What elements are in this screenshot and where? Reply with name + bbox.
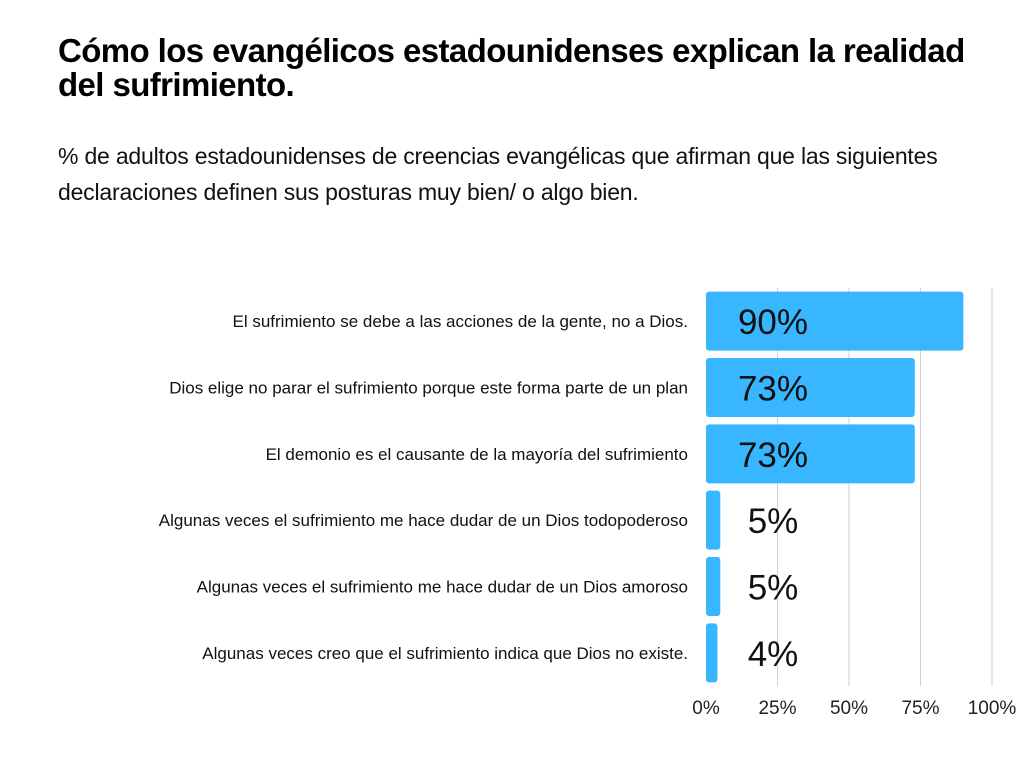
- value-label: 90%: [738, 303, 808, 342]
- bar: [706, 490, 721, 550]
- x-tick-label: 25%: [758, 698, 796, 719]
- category-label: Dios elige no parar el sufrimiento porqu…: [169, 379, 688, 398]
- bar: [706, 557, 721, 616]
- chart-title: Cómo los evangélicos estadounidenses exp…: [58, 32, 965, 103]
- x-axis-ticks: 0% 25% 50% 75% 100%: [692, 698, 1016, 719]
- bars: [706, 291, 964, 683]
- x-tick-label: 100%: [968, 698, 1017, 719]
- category-label: Algunas veces el sufrimiento me hace dud…: [159, 511, 688, 530]
- value-label: 73%: [738, 370, 808, 409]
- category-labels: El sufrimiento se debe a las acciones de…: [159, 312, 688, 663]
- chart-subtitle: % de adultos estadounidenses de creencia…: [58, 143, 938, 205]
- x-tick-label: 0%: [692, 698, 720, 719]
- gridlines: [777, 288, 993, 686]
- value-labels: 90% 73% 73% 5% 5% 4%: [738, 303, 808, 674]
- bar: [706, 623, 718, 683]
- x-tick-label: 75%: [901, 698, 939, 719]
- bar: [706, 424, 915, 484]
- category-label: El demonio es el causante de la mayoría …: [266, 445, 688, 464]
- value-label: 4%: [748, 635, 799, 674]
- value-label: 5%: [748, 502, 799, 541]
- bar: [706, 291, 964, 351]
- category-label: Algunas veces el sufrimiento me hace dud…: [197, 578, 688, 597]
- bar: [706, 358, 915, 417]
- category-label: El sufrimiento se debe a las acciones de…: [233, 312, 689, 331]
- category-label: Algunas veces creo que el sufrimiento in…: [202, 644, 688, 663]
- value-label: 5%: [748, 569, 799, 608]
- value-label: 73%: [738, 436, 808, 475]
- x-tick-label: 50%: [830, 698, 868, 719]
